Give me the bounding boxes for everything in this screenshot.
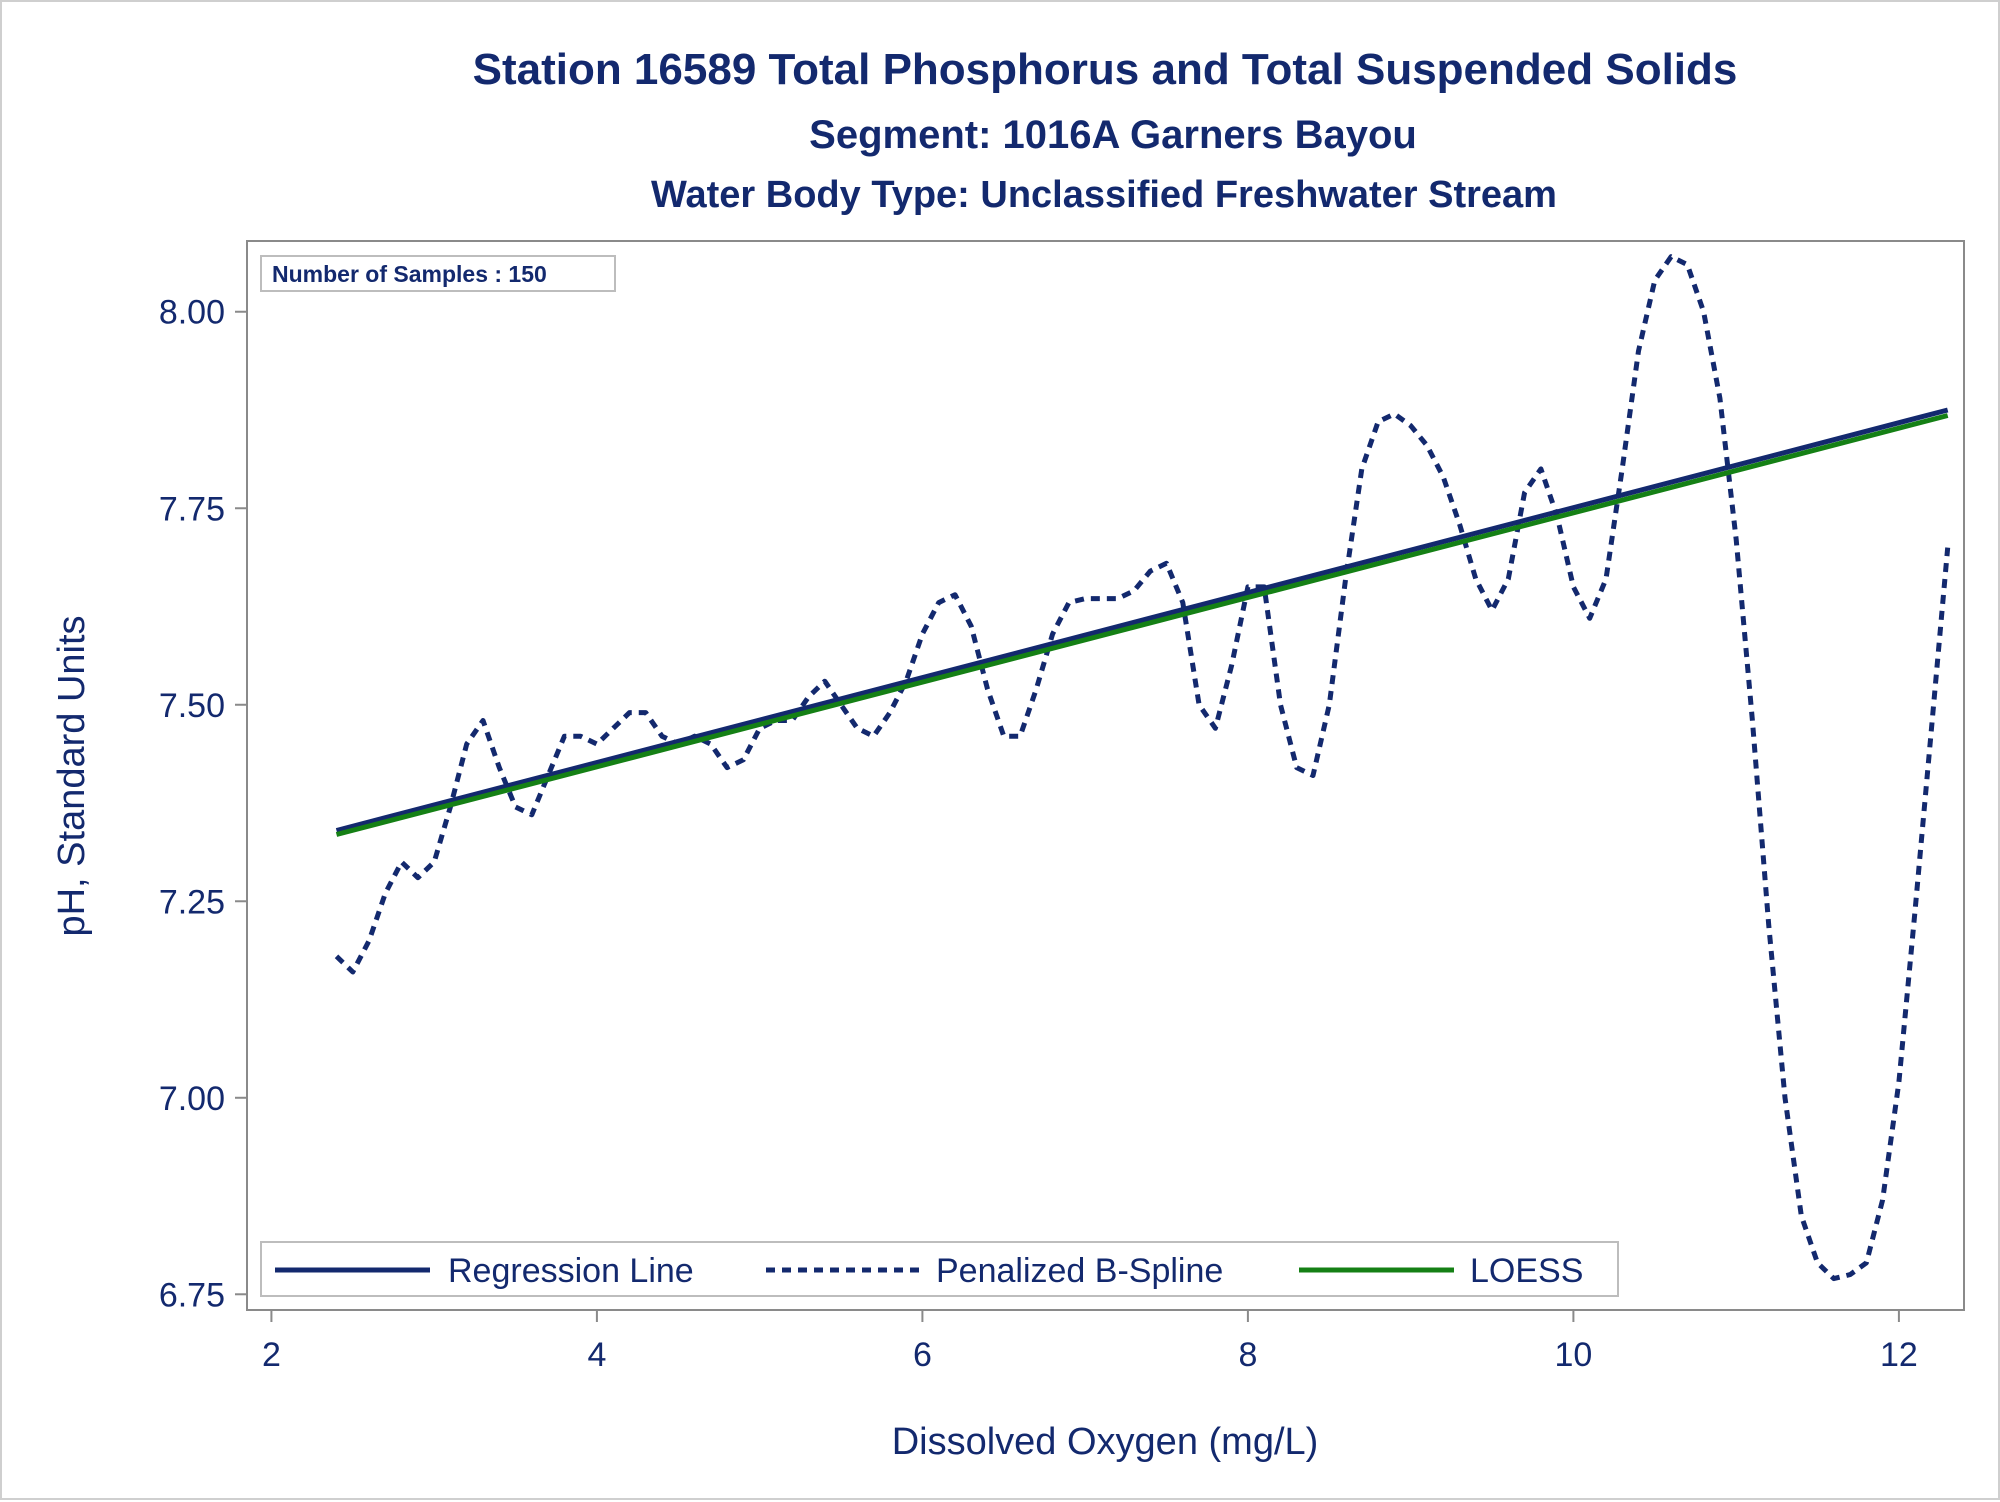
x-tick-label: 12 bbox=[1880, 1336, 1918, 1374]
y-tick-label: 7.50 bbox=[159, 687, 225, 725]
legend-label: Regression Line bbox=[448, 1252, 694, 1290]
series-layer bbox=[334, 254, 1951, 1282]
chart-subtitle: Segment: 1016A Garners Bayou bbox=[809, 113, 1417, 157]
sample-count-box bbox=[260, 255, 616, 292]
sample-count-label: Number of Samples : 150 bbox=[272, 261, 547, 287]
x-tick-label: 4 bbox=[587, 1336, 606, 1374]
y-tick-label: 7.25 bbox=[159, 883, 225, 921]
plot-area bbox=[246, 240, 1965, 1311]
x-tick-label: 8 bbox=[1238, 1336, 1257, 1374]
series-line-regression-line bbox=[335, 407, 1949, 833]
series-line-loess bbox=[335, 413, 1949, 837]
y-axis: 6.75 7.00 7.25 7.50 7.75 8.00 bbox=[159, 294, 247, 1314]
chart-subtitle-2: Water Body Type: Unclassified Freshwater… bbox=[651, 174, 1557, 216]
legend-label: Penalized B-Spline bbox=[936, 1252, 1223, 1290]
x-axis-label: Dissolved Oxygen (mg/L) bbox=[892, 1421, 1319, 1463]
x-tick-label: 6 bbox=[913, 1336, 932, 1374]
legend-label: LOESS bbox=[1470, 1252, 1583, 1290]
y-tick-label: 7.00 bbox=[159, 1080, 225, 1118]
y-axis-label: pH, Standard Units bbox=[51, 615, 93, 936]
y-tick-label: 8.00 bbox=[159, 294, 225, 332]
legend: Regression Line Penalized B-Spline LOESS bbox=[260, 1241, 1619, 1297]
x-axis: 2 4 6 8 10 12 bbox=[262, 1310, 1918, 1374]
series-line-penalized-b-spline bbox=[334, 254, 1951, 1282]
x-tick-label: 2 bbox=[262, 1336, 281, 1374]
x-tick-label: 10 bbox=[1554, 1336, 1592, 1374]
y-tick-label: 7.75 bbox=[159, 490, 225, 528]
y-tick-label: 6.75 bbox=[159, 1276, 225, 1314]
chart-title: Station 16589 Total Phosphorus and Total… bbox=[473, 45, 1738, 94]
